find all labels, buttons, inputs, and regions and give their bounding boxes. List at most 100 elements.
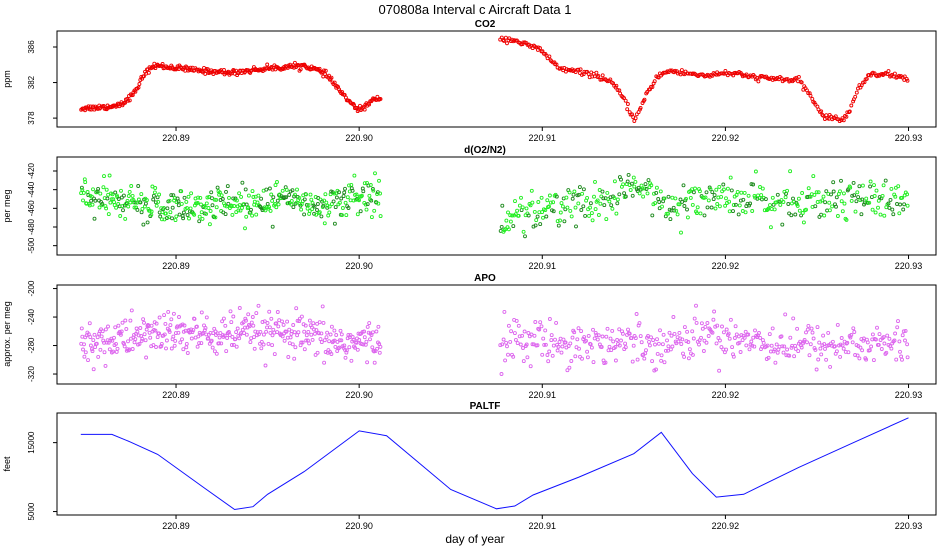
data-point bbox=[765, 343, 770, 348]
y-tick-label: -480 bbox=[27, 218, 36, 235]
data-point bbox=[181, 347, 186, 352]
data-point bbox=[737, 340, 742, 345]
data-point bbox=[682, 204, 687, 208]
data-point bbox=[271, 195, 276, 200]
data-point bbox=[625, 179, 630, 184]
data-point bbox=[582, 335, 587, 340]
data-point bbox=[905, 192, 910, 197]
data-point bbox=[860, 197, 865, 202]
data-point bbox=[217, 341, 222, 346]
data-point bbox=[706, 334, 711, 338]
data-point bbox=[323, 192, 328, 197]
data-point bbox=[349, 358, 354, 363]
data-point bbox=[797, 208, 802, 213]
data-point bbox=[892, 71, 897, 76]
data-point bbox=[576, 67, 581, 72]
plot-frame bbox=[56, 30, 937, 128]
data-point bbox=[281, 322, 286, 327]
data-point bbox=[626, 327, 630, 332]
data-point bbox=[522, 329, 527, 334]
data-point bbox=[348, 198, 353, 203]
data-point bbox=[156, 199, 161, 204]
data-point bbox=[364, 339, 369, 344]
data-point bbox=[314, 328, 319, 333]
data-point bbox=[498, 343, 503, 348]
data-point bbox=[367, 193, 372, 198]
data-point bbox=[770, 195, 775, 200]
data-point bbox=[509, 329, 514, 334]
data-point bbox=[157, 315, 162, 320]
data-point bbox=[317, 320, 322, 325]
data-point bbox=[126, 339, 130, 344]
data-point bbox=[373, 171, 377, 176]
data-point bbox=[893, 194, 898, 199]
data-point bbox=[334, 333, 339, 337]
data-point bbox=[810, 330, 815, 335]
data-point bbox=[706, 198, 711, 203]
data-point bbox=[743, 210, 748, 215]
data-point bbox=[274, 205, 279, 210]
data-point bbox=[295, 187, 299, 192]
data-point bbox=[221, 316, 226, 321]
data-point bbox=[547, 204, 551, 209]
data-point bbox=[768, 225, 773, 230]
data-point bbox=[719, 345, 724, 350]
data-point bbox=[236, 208, 241, 213]
data-point bbox=[337, 190, 341, 195]
data-point bbox=[807, 353, 812, 358]
data-point bbox=[546, 359, 551, 364]
data-point bbox=[107, 347, 112, 352]
data-point bbox=[796, 196, 801, 201]
data-point bbox=[150, 184, 155, 189]
data-point bbox=[741, 197, 746, 202]
data-point bbox=[751, 182, 756, 187]
data-point bbox=[180, 214, 185, 218]
data-point bbox=[818, 346, 823, 351]
data-point bbox=[282, 195, 287, 200]
data-point bbox=[302, 212, 307, 217]
data-point bbox=[887, 336, 892, 341]
data-point bbox=[528, 203, 533, 208]
data-point bbox=[584, 338, 588, 343]
data-point bbox=[676, 339, 681, 344]
data-point bbox=[120, 320, 125, 325]
data-point bbox=[249, 207, 253, 212]
data-point bbox=[759, 193, 764, 198]
data-point bbox=[638, 334, 643, 339]
x-tick-label: 220.92 bbox=[712, 521, 740, 531]
data-point bbox=[661, 332, 666, 337]
data-point bbox=[532, 333, 537, 338]
data-point bbox=[590, 218, 595, 223]
data-point bbox=[785, 188, 790, 193]
data-point bbox=[659, 358, 664, 363]
data-point bbox=[126, 204, 131, 209]
data-point bbox=[879, 347, 884, 351]
data-point bbox=[92, 332, 97, 337]
data-point bbox=[793, 346, 798, 351]
data-point bbox=[795, 326, 800, 331]
data-point bbox=[114, 205, 119, 210]
data-point bbox=[227, 195, 231, 200]
data-point bbox=[604, 217, 609, 222]
data-point bbox=[192, 316, 197, 321]
data-point bbox=[763, 197, 768, 202]
data-point bbox=[542, 342, 547, 347]
data-point bbox=[821, 194, 826, 199]
y-tick-label: -320 bbox=[27, 365, 36, 382]
data-point bbox=[234, 330, 239, 335]
data-point bbox=[578, 354, 582, 359]
data-point bbox=[551, 200, 556, 205]
data-point bbox=[151, 197, 156, 202]
data-point bbox=[298, 67, 303, 72]
data-point bbox=[319, 340, 324, 345]
data-point bbox=[753, 328, 757, 333]
data-point bbox=[655, 351, 660, 356]
data-point bbox=[97, 205, 102, 210]
data-point bbox=[898, 202, 903, 207]
data-point bbox=[668, 347, 673, 352]
data-point bbox=[310, 207, 315, 212]
data-point bbox=[192, 212, 197, 217]
data-point bbox=[259, 346, 264, 351]
data-point bbox=[868, 179, 873, 184]
data-point bbox=[524, 342, 529, 347]
